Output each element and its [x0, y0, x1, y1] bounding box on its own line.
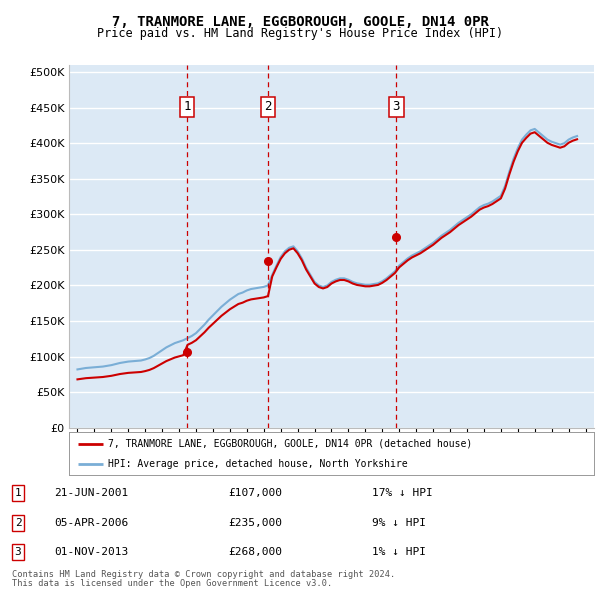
Text: £268,000: £268,000	[228, 548, 282, 557]
Text: 17% ↓ HPI: 17% ↓ HPI	[372, 489, 433, 498]
Text: 3: 3	[14, 548, 22, 557]
Text: Contains HM Land Registry data © Crown copyright and database right 2024.: Contains HM Land Registry data © Crown c…	[12, 571, 395, 579]
Text: 9% ↓ HPI: 9% ↓ HPI	[372, 518, 426, 527]
Text: 2: 2	[265, 100, 272, 113]
Text: £107,000: £107,000	[228, 489, 282, 498]
Text: 3: 3	[392, 100, 400, 113]
Text: 05-APR-2006: 05-APR-2006	[54, 518, 128, 527]
Text: 01-NOV-2013: 01-NOV-2013	[54, 548, 128, 557]
Text: 1% ↓ HPI: 1% ↓ HPI	[372, 548, 426, 557]
Text: 7, TRANMORE LANE, EGGBOROUGH, GOOLE, DN14 0PR (detached house): 7, TRANMORE LANE, EGGBOROUGH, GOOLE, DN1…	[109, 439, 473, 449]
Text: 21-JUN-2001: 21-JUN-2001	[54, 489, 128, 498]
Text: 1: 1	[183, 100, 191, 113]
Text: HPI: Average price, detached house, North Yorkshire: HPI: Average price, detached house, Nort…	[109, 460, 408, 469]
Text: Price paid vs. HM Land Registry's House Price Index (HPI): Price paid vs. HM Land Registry's House …	[97, 27, 503, 40]
Text: 1: 1	[14, 489, 22, 498]
Text: This data is licensed under the Open Government Licence v3.0.: This data is licensed under the Open Gov…	[12, 579, 332, 588]
Text: £235,000: £235,000	[228, 518, 282, 527]
Text: 2: 2	[14, 518, 22, 527]
Text: 7, TRANMORE LANE, EGGBOROUGH, GOOLE, DN14 0PR: 7, TRANMORE LANE, EGGBOROUGH, GOOLE, DN1…	[112, 15, 488, 29]
